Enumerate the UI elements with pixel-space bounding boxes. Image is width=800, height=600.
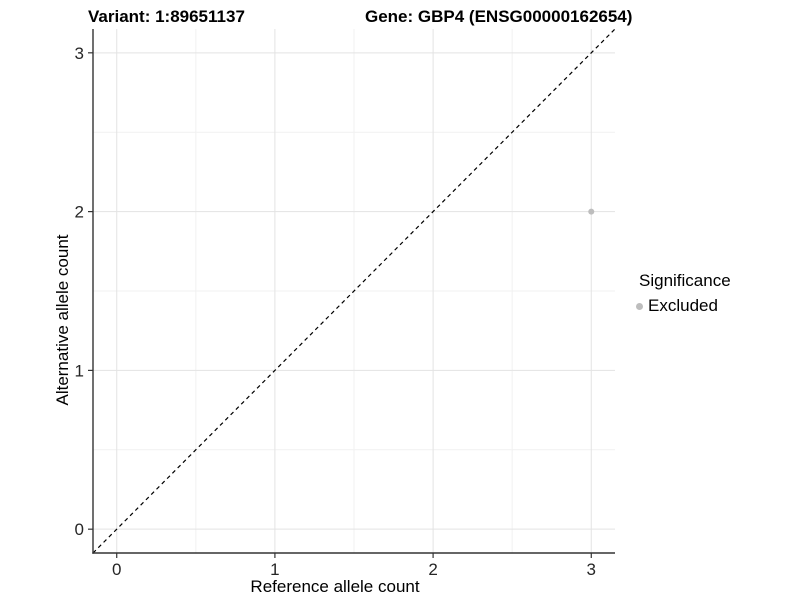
data-point — [588, 208, 595, 215]
legend-title: Significance — [639, 271, 731, 290]
x-tick-label: 1 — [270, 560, 279, 579]
y-tick-label: 3 — [75, 44, 84, 63]
excluded-point-icon — [636, 302, 643, 310]
legend-item-label: Excluded — [648, 296, 718, 315]
y-tick-label: 1 — [75, 361, 84, 380]
gene-title: Gene: GBP4 (ENSG00000162654) — [365, 7, 633, 26]
x-tick-label: 2 — [428, 560, 437, 579]
legend: Significance Excluded — [636, 271, 731, 316]
x-tick-label: 0 — [112, 560, 121, 579]
y-axis-title: Alternative allele count — [53, 234, 72, 406]
y-tick-label: 0 — [75, 520, 84, 539]
identity-diagonal-line — [92, 28, 616, 554]
legend-item-excluded: Excluded — [636, 296, 731, 316]
x-axis-title: Reference allele count — [250, 577, 420, 596]
y-tick-label: 2 — [75, 203, 84, 222]
x-tick-label: 3 — [587, 560, 596, 579]
variant-title: Variant: 1:89651137 — [88, 7, 245, 26]
